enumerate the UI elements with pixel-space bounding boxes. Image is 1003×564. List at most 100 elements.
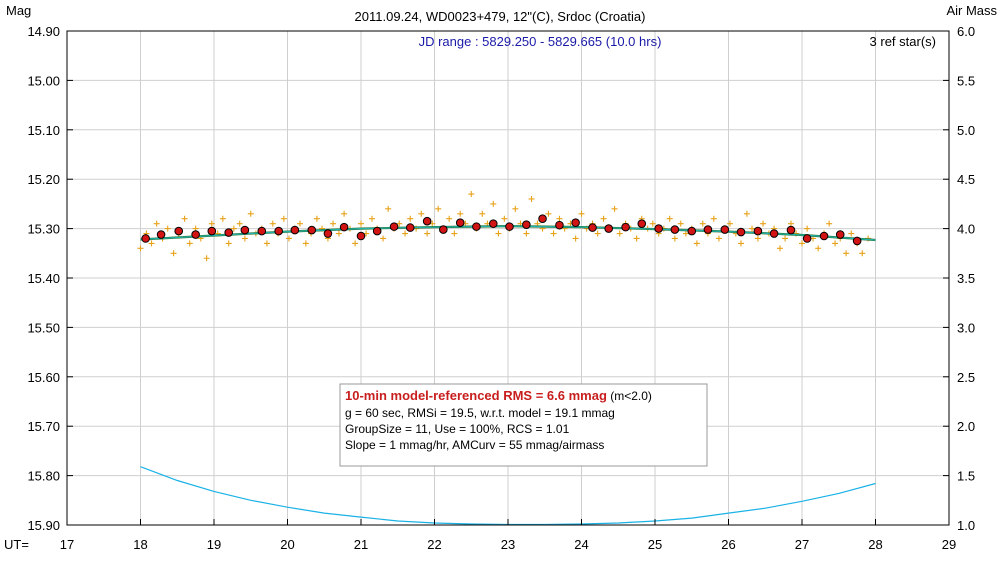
group-mean-point bbox=[637, 219, 647, 228]
ref-stars-label: 3 ref star(s) bbox=[870, 34, 936, 49]
y-left-tick-label: 14.90 bbox=[27, 24, 60, 39]
x-tick-label: 26 bbox=[721, 537, 735, 552]
group-mean-point bbox=[274, 226, 283, 236]
grid-lines bbox=[67, 31, 949, 525]
group-mean-point bbox=[769, 229, 779, 238]
raw-point bbox=[313, 215, 320, 222]
x-tick-label: 20 bbox=[280, 537, 294, 552]
y-left-axis-label: Mag bbox=[6, 3, 31, 18]
raw-point bbox=[710, 215, 717, 222]
raw-point bbox=[335, 230, 342, 237]
group-mean-point bbox=[439, 225, 448, 234]
raw-point bbox=[760, 220, 767, 227]
stats-rms-line: 10-min model-referenced RMS = 6.6 mmag (… bbox=[345, 388, 652, 403]
group-mean-point bbox=[224, 228, 233, 237]
raw-point bbox=[682, 230, 689, 237]
raw-point bbox=[137, 245, 144, 252]
raw-point bbox=[418, 210, 425, 217]
y-left-tick-label: 15.20 bbox=[27, 172, 60, 187]
raw-point bbox=[616, 230, 623, 237]
stats-rms-value: 10-min model-referenced RMS = 6.6 mmag bbox=[345, 388, 607, 403]
raw-point bbox=[402, 230, 409, 237]
y-left-tick-label: 15.00 bbox=[27, 73, 60, 88]
raw-point bbox=[380, 235, 387, 242]
x-tick-label: 22 bbox=[427, 537, 441, 552]
x-tick-label: 21 bbox=[354, 537, 368, 552]
y-right-tick-label: 4.0 bbox=[957, 222, 975, 237]
raw-point bbox=[446, 215, 453, 222]
group-mean-point bbox=[588, 223, 597, 232]
y-left-tick-label: 15.50 bbox=[27, 320, 60, 335]
raw-point bbox=[225, 240, 232, 247]
group-mean-point bbox=[621, 222, 630, 232]
raw-point bbox=[726, 220, 733, 227]
group-mean-point bbox=[389, 222, 399, 231]
raw-point bbox=[153, 220, 160, 227]
y-left-tick-label: 15.10 bbox=[27, 123, 60, 138]
group-mean-point bbox=[174, 226, 184, 236]
raw-point bbox=[815, 245, 822, 252]
raw-point bbox=[435, 205, 442, 212]
raw-point bbox=[556, 215, 563, 222]
group-mean-point bbox=[522, 220, 531, 229]
y-right-tick-label: 6.0 bbox=[957, 24, 975, 39]
y-left-tick-label: 15.90 bbox=[27, 518, 60, 533]
raw-point bbox=[352, 240, 359, 247]
raw-point bbox=[611, 205, 618, 212]
raw-point bbox=[699, 220, 706, 227]
raw-point bbox=[826, 220, 833, 227]
group-mean-point bbox=[372, 226, 382, 236]
group-mean-point bbox=[323, 229, 333, 238]
x-tick-label: 28 bbox=[868, 537, 882, 552]
raw-point bbox=[280, 215, 287, 222]
raw-point bbox=[523, 230, 530, 237]
group-mean-point bbox=[257, 226, 267, 236]
group-mean-point bbox=[356, 231, 366, 241]
raw-point bbox=[804, 225, 811, 232]
raw-point bbox=[671, 235, 678, 242]
raw-point bbox=[241, 235, 248, 242]
group-mean-point bbox=[670, 225, 680, 234]
raw-point bbox=[495, 230, 502, 237]
raw-point bbox=[269, 220, 276, 227]
y-left-tick-label: 15.60 bbox=[27, 370, 60, 385]
x-tick-label: 23 bbox=[501, 537, 515, 552]
raw-point bbox=[424, 230, 431, 237]
y-left-tick-label: 15.40 bbox=[27, 271, 60, 286]
y-right-tick-label: 3.0 bbox=[957, 320, 975, 335]
chart-subtitle: JD range : 5829.250 - 5829.665 (10.0 hrs… bbox=[419, 34, 662, 49]
stats-line-2: g = 60 sec, RMSi = 19.5, w.r.t. model = … bbox=[345, 406, 615, 420]
raw-point bbox=[263, 240, 270, 247]
x-tick-label: 17 bbox=[60, 537, 74, 552]
raw-point bbox=[247, 210, 254, 217]
raw-point bbox=[528, 195, 535, 202]
y-right-tick-label: 3.5 bbox=[957, 271, 975, 286]
raw-point bbox=[545, 210, 552, 217]
raw-point bbox=[296, 220, 303, 227]
raw-point bbox=[479, 210, 486, 217]
group-mean-point bbox=[786, 225, 796, 235]
raw-point bbox=[285, 235, 292, 242]
raw-point bbox=[594, 230, 601, 237]
y-right-tick-label: 5.0 bbox=[957, 123, 975, 138]
group-mean-point bbox=[753, 226, 763, 236]
y-left-tick-label: 15.70 bbox=[27, 419, 60, 434]
raw-point bbox=[457, 210, 464, 217]
group-mean-point bbox=[191, 230, 200, 239]
raw-point bbox=[776, 245, 783, 252]
group-mean-point bbox=[852, 236, 862, 246]
raw-point bbox=[236, 220, 243, 227]
raw-point bbox=[693, 240, 700, 247]
group-mean-point bbox=[472, 222, 481, 231]
group-mean-point bbox=[141, 234, 150, 243]
x-tick-label: 27 bbox=[795, 537, 809, 552]
raw-point bbox=[170, 250, 177, 257]
group-mean-point bbox=[240, 225, 250, 235]
group-mean-point bbox=[571, 218, 580, 227]
y-right-tick-label: 5.5 bbox=[957, 73, 975, 88]
group-mean-point bbox=[802, 234, 812, 243]
x-axis-label: UT= bbox=[4, 537, 29, 552]
raw-point bbox=[230, 225, 237, 232]
